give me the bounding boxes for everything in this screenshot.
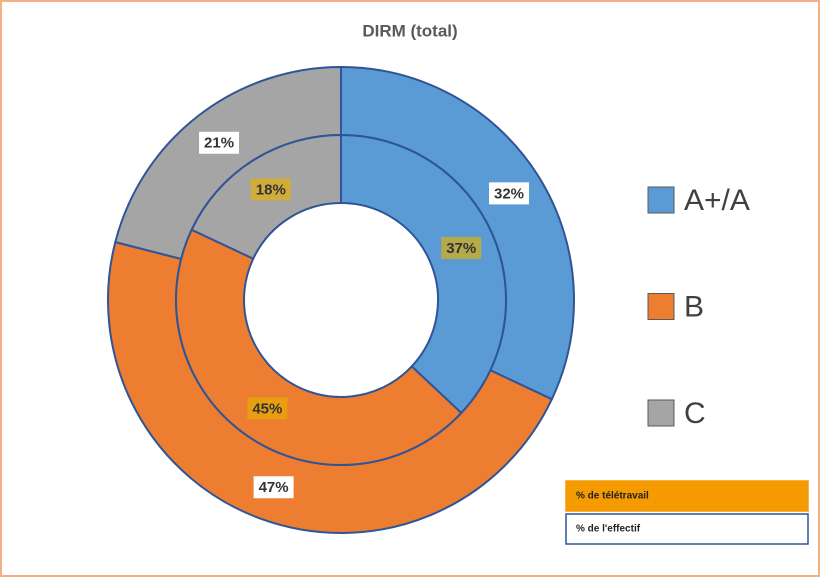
series-key-label: % de l'effectif (576, 524, 641, 535)
label-box (253, 476, 294, 499)
data-label: 45% (252, 400, 282, 417)
legend-label: B (684, 290, 704, 323)
data-label: 37% (446, 240, 476, 257)
chart-title: DIRM (total) (362, 21, 457, 40)
data-label: 47% (259, 479, 289, 496)
legend-label: A+/A (684, 184, 750, 217)
data-label: 21% (204, 135, 234, 152)
label-box (441, 236, 482, 259)
donut-segment (175, 228, 463, 466)
legend-label: C (684, 397, 706, 430)
legend-swatch (647, 293, 675, 320)
donut-segment (340, 133, 507, 415)
label-box (489, 182, 530, 205)
label-box (247, 397, 288, 420)
legend-swatch (647, 186, 675, 214)
label-box (250, 178, 291, 201)
series-key (565, 513, 809, 545)
data-label: 32% (494, 185, 524, 202)
legend-swatch (647, 399, 675, 427)
series-key-label: % de télétravail (576, 491, 649, 502)
data-label: 18% (256, 181, 286, 198)
series-key (565, 480, 809, 512)
label-box (199, 131, 240, 154)
